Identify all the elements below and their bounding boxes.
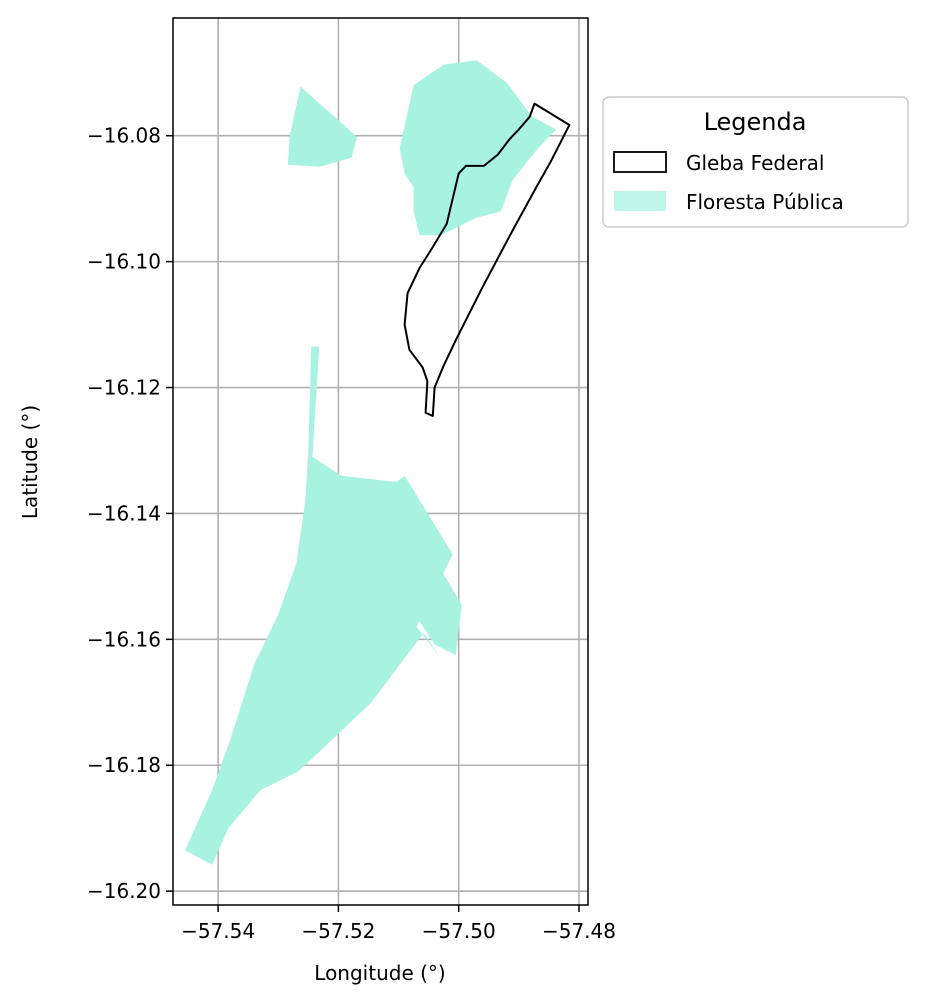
gleba-federal-polygon: [403, 102, 571, 417]
floresta-publica-polygon: [287, 86, 357, 167]
legend-swatch-gleba-federal: [613, 151, 667, 173]
gleba-federal-layer: [403, 102, 571, 417]
legend-box: [602, 96, 909, 228]
x-axis-label: Longitude (°): [314, 961, 445, 985]
y-tick-label: −16.16: [87, 627, 161, 651]
y-tick-label: −16.18: [87, 753, 161, 777]
legend-label-gleba-federal: Gleba Federal: [686, 151, 824, 175]
x-tick-label: −57.54: [181, 919, 255, 943]
y-tick-label: −16.10: [87, 250, 161, 274]
floresta-publica-polygon: [386, 482, 462, 656]
legend-title: Legenda: [704, 108, 807, 136]
y-tick-label: −16.20: [87, 879, 161, 903]
legend-label-floresta-publica: Floresta Pública: [686, 190, 844, 214]
legend-swatch-floresta-publica: [614, 191, 666, 211]
y-tick-label: −16.14: [87, 501, 161, 525]
x-tick-label: −57.52: [301, 919, 375, 943]
plot-area: −57.54 −57.52 −57.50 −57.48 −16.08 −16.10 −16.…: [87, 17, 616, 943]
y-axis-label: Latitude (°): [18, 405, 42, 519]
floresta-publica-polygon: [399, 60, 557, 236]
x-tick-label: −57.48: [542, 919, 616, 943]
y-tick-label: −16.12: [87, 376, 161, 400]
y-tick-label: −16.08: [87, 124, 161, 148]
floresta-publica-polygon: [185, 346, 453, 865]
x-tick-label: −57.50: [422, 919, 496, 943]
floresta-publica-layer: [185, 60, 557, 865]
axis-ticks: −57.54 −57.52 −57.50 −57.48 −16.08 −16.10 −16.…: [87, 124, 616, 943]
axes-frame: [172, 17, 589, 906]
legend: Legenda Gleba Federal Floresta Pública: [602, 96, 909, 228]
